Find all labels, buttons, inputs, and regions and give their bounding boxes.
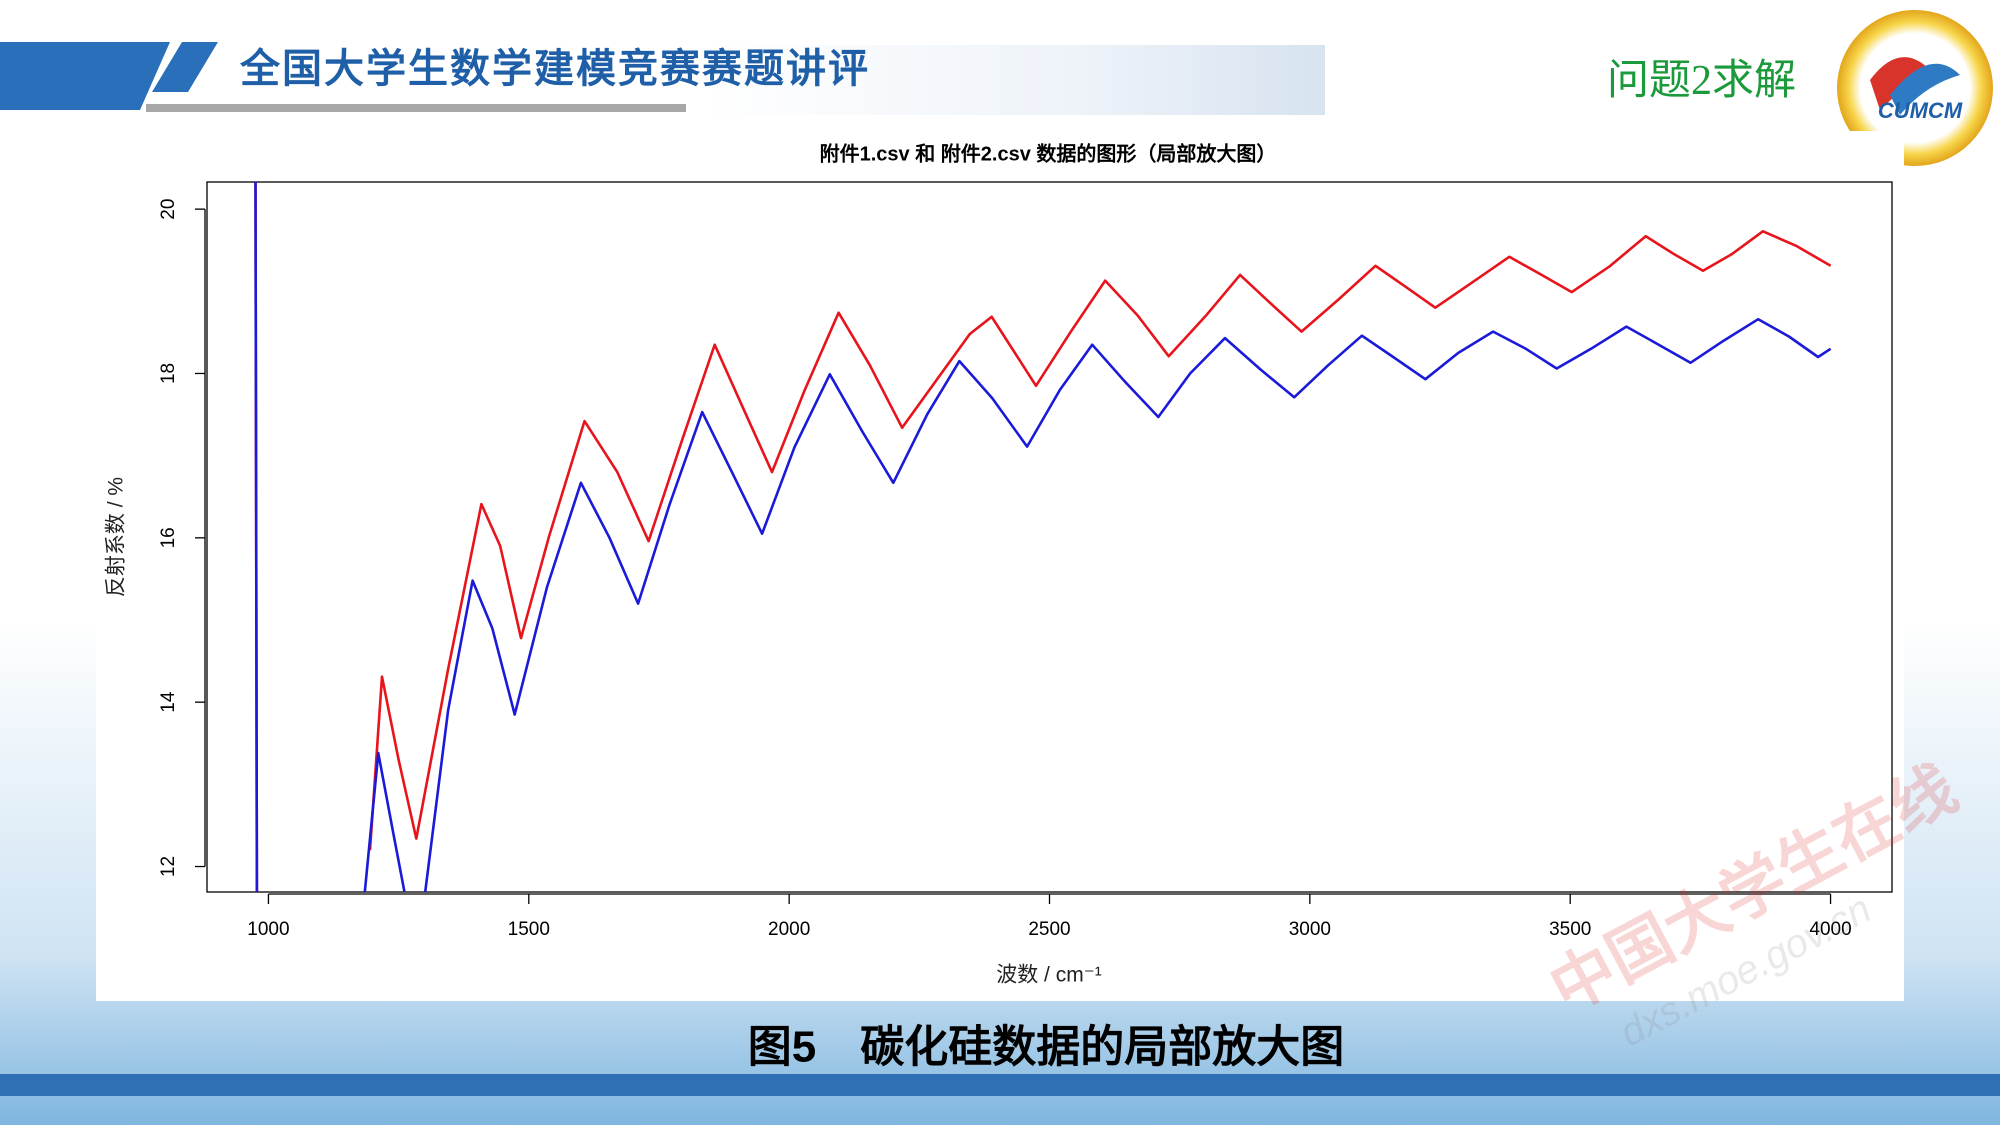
header-underline [146, 104, 686, 112]
y-tick-label: 14 [158, 691, 179, 713]
x-tick-label: 3000 [1289, 919, 1331, 940]
logo-text: CUMCM [1878, 98, 1963, 123]
logo-mark [1870, 57, 1930, 110]
figure-caption: 图5 碳化硅数据的局部放大图 [748, 1023, 1344, 1072]
x-tick-label: 1000 [247, 919, 289, 940]
series-line [254, 182, 1832, 892]
plot-frame [206, 181, 1893, 893]
x-tick-label: 1500 [508, 919, 550, 940]
footer-stripe [0, 1074, 2000, 1096]
logo-mark [1890, 63, 1960, 115]
header-stripe [0, 42, 170, 110]
y-tick-label: 20 [158, 199, 179, 220]
header-stripe [152, 42, 218, 92]
x-tick-label: 2000 [768, 919, 810, 940]
header-title: 全国大学生数学建模竞赛赛题讲评 [239, 46, 870, 91]
x-tick-label: 3500 [1549, 919, 1591, 940]
x-tick-label: 2500 [1028, 919, 1070, 940]
plot: 1000 1500 2000 2500 3000 3500 4000 12 14 16 18 20 [158, 182, 1852, 940]
y-tick-label: 12 [158, 856, 179, 877]
x-axis-label: 波数 / cm⁻¹ [996, 964, 1102, 987]
y-axis-label: 反射系数 / % [105, 477, 128, 597]
chart-title: 附件1.csv 和 附件2.csv 数据的图形（局部放大图） [820, 141, 1277, 165]
x-tick-label: 4000 [1809, 919, 1851, 940]
header-band [700, 45, 1325, 115]
y-tick-label: 18 [158, 363, 179, 384]
series-group [254, 182, 1832, 892]
y-tick-label: 16 [158, 527, 179, 548]
section-title: 问题2求解 [1607, 58, 1796, 104]
